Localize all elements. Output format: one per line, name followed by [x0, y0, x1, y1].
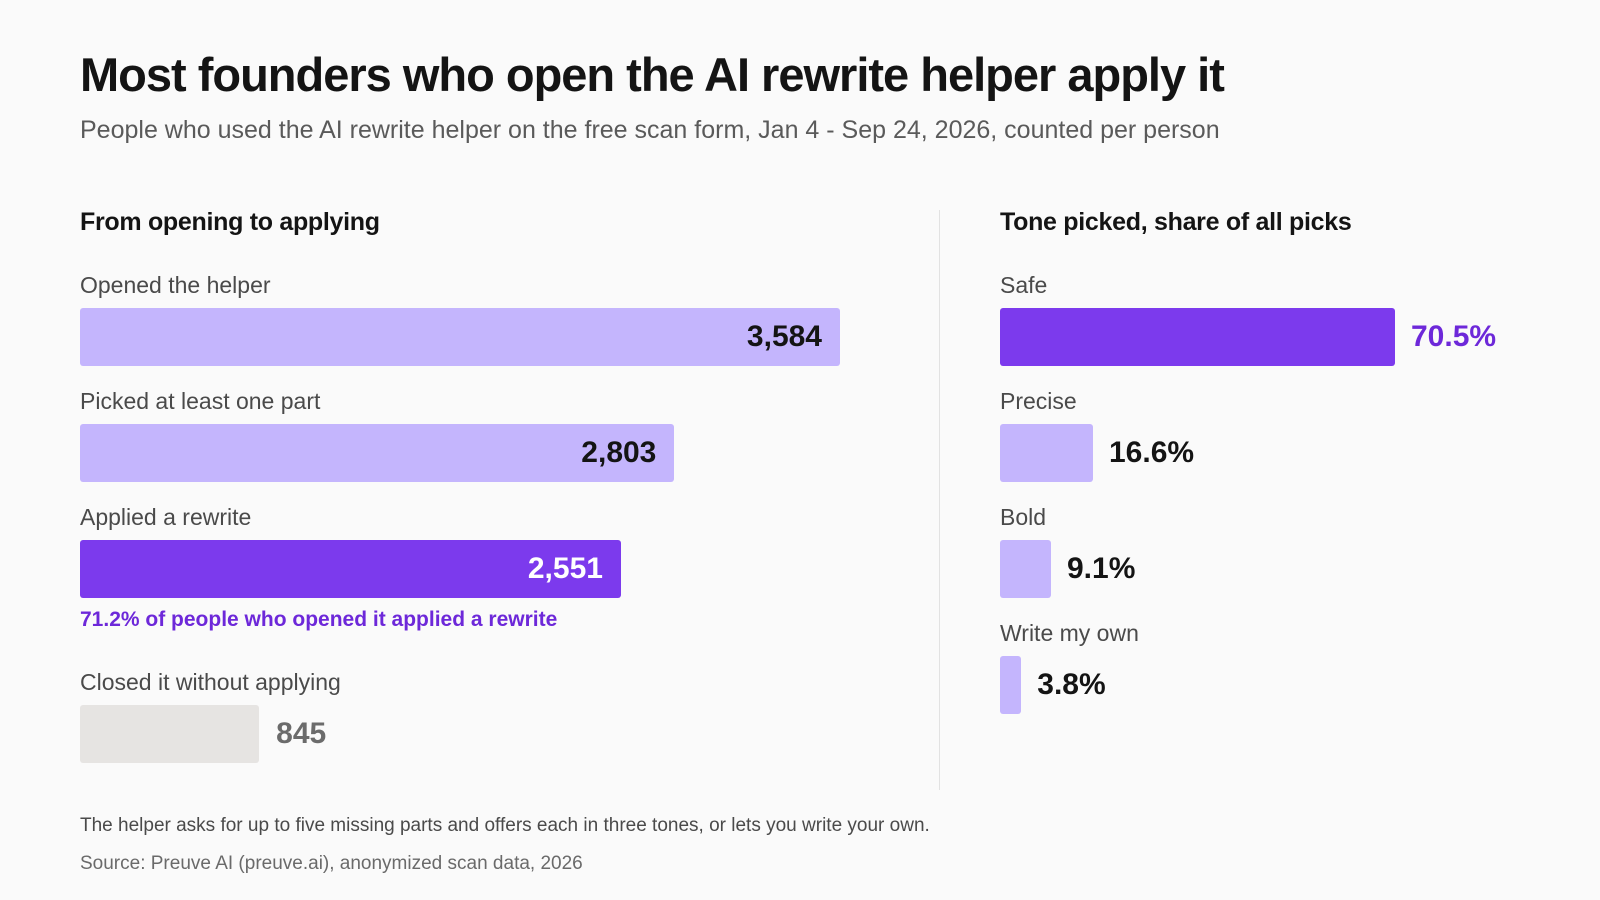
tone-label-safe: Safe	[1000, 272, 1048, 298]
chart-subtitle: People who used the AI rewrite helper on…	[80, 116, 1220, 144]
tone-label-write-my-own: Write my own	[1000, 620, 1139, 646]
funnel-value-applied-a-rewrite: 2,551	[527, 552, 603, 585]
tone-value-safe: 70.5%	[1411, 320, 1497, 353]
tone-bar-precise	[1000, 424, 1093, 482]
funnel-label-picked-at-least-one-part: Picked at least one part	[80, 388, 321, 414]
funnel-label-applied-a-rewrite: Applied a rewrite	[80, 504, 252, 530]
tone-bar-safe	[1000, 308, 1395, 366]
funnel-value-picked-at-least-one-part: 2,803	[581, 436, 657, 469]
tone-label-bold: Bold	[1000, 504, 1047, 530]
funnel-panel-title: From opening to applying	[80, 208, 380, 236]
funnel-bar-closed-it-without-applying	[80, 705, 260, 763]
tone-value-bold: 9.1%	[1066, 552, 1136, 585]
funnel-bar-applied-a-rewrite	[80, 540, 621, 598]
funnel-label-opened-the-helper: Opened the helper	[80, 272, 271, 298]
tone-bar-bold	[1000, 540, 1051, 598]
funnel-label-closed-it-without-applying: Closed it without applying	[80, 669, 341, 695]
footnote: The helper asks for up to five missing p…	[80, 815, 930, 836]
tone-value-precise: 16.6%	[1109, 436, 1195, 469]
tone-label-precise: Precise	[1000, 388, 1077, 414]
funnel-bar-opened-the-helper	[80, 308, 840, 366]
source-line: Source: Preuve AI (preuve.ai), anonymize…	[80, 853, 583, 874]
funnel-value-closed-it-without-applying: 845	[276, 717, 327, 750]
tone-bar-write-my-own	[1000, 656, 1022, 714]
chart-title: Most founders who open the AI rewrite he…	[80, 48, 1225, 101]
panel-divider	[939, 210, 940, 790]
tone-value-write-my-own: 3.8%	[1037, 668, 1106, 701]
tone-panel-title: Tone picked, share of all picks	[1000, 208, 1352, 236]
applied-rate-annotation: 71.2% of people who opened it applied a …	[80, 608, 558, 631]
funnel-bar-picked-at-least-one-part	[80, 424, 675, 482]
funnel-value-opened-the-helper: 3,584	[746, 320, 822, 353]
